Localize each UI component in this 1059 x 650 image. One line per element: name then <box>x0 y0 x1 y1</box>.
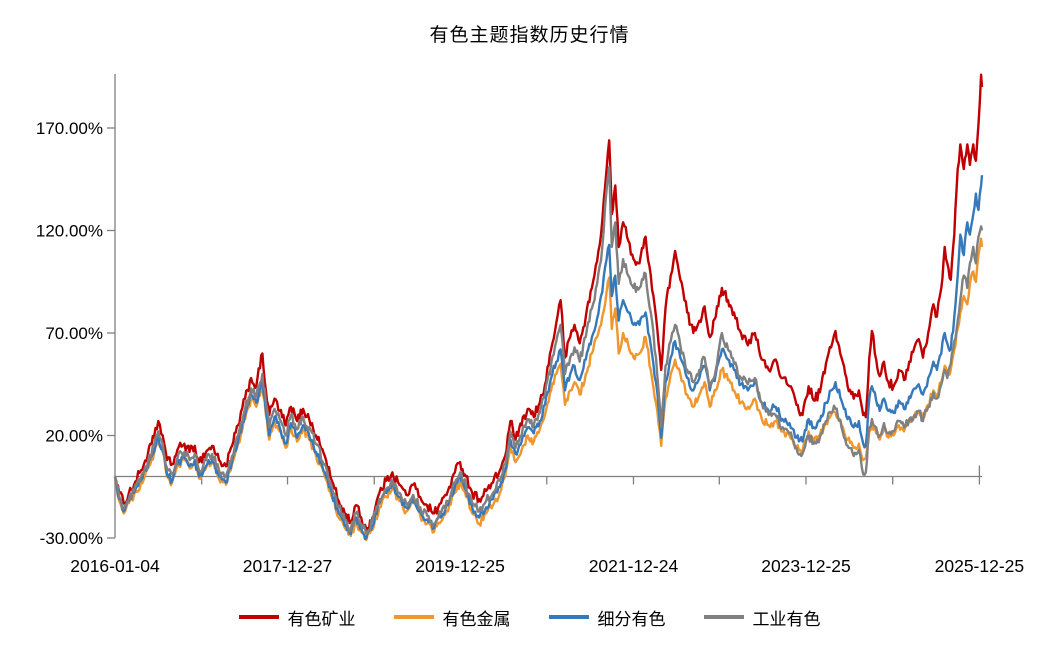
line-series-4 <box>113 165 984 536</box>
legend-item: 工业有色 <box>703 605 821 630</box>
legend-label: 有色金属 <box>442 609 511 629</box>
legend-label: 有色矿业 <box>287 609 356 629</box>
legend-label: 工业有色 <box>752 609 821 629</box>
chart-title: 有色主题指数历史行情 <box>429 25 630 46</box>
x-tick-label: 2025-12-25 <box>935 556 1025 576</box>
legend-item: 细分有色 <box>548 605 666 630</box>
line-series-1 <box>113 73 984 531</box>
y-tick-label: 20.00% <box>45 427 103 446</box>
x-tick-label: 2017-12-27 <box>243 556 333 576</box>
legend-swatch-gray-line-icon <box>703 615 744 619</box>
x-tick-label: 2023-12-25 <box>761 556 851 576</box>
legend-swatch-red-line-icon <box>238 615 279 619</box>
y-tick-label: -30.00% <box>40 529 103 548</box>
x-tick-label: 2021-12-24 <box>589 556 679 576</box>
y-tick-label: 70.00% <box>45 324 103 343</box>
x-tick-label: 2016-01-04 <box>70 556 160 576</box>
legend-label: 细分有色 <box>597 609 666 629</box>
x-tick-label: 2019-12-25 <box>415 556 505 576</box>
y-tick-label: 170.00% <box>36 119 103 138</box>
legend-swatch-blue-line-icon <box>548 615 589 619</box>
legend-item: 有色金属 <box>393 605 511 630</box>
chart-legend: 有色矿业 有色金属 细分有色 工业有色 <box>0 604 1059 630</box>
y-tick-label: 120.00% <box>36 222 103 241</box>
legend-swatch-orange-line-icon <box>393 615 434 619</box>
legend-item: 有色矿业 <box>238 605 356 630</box>
